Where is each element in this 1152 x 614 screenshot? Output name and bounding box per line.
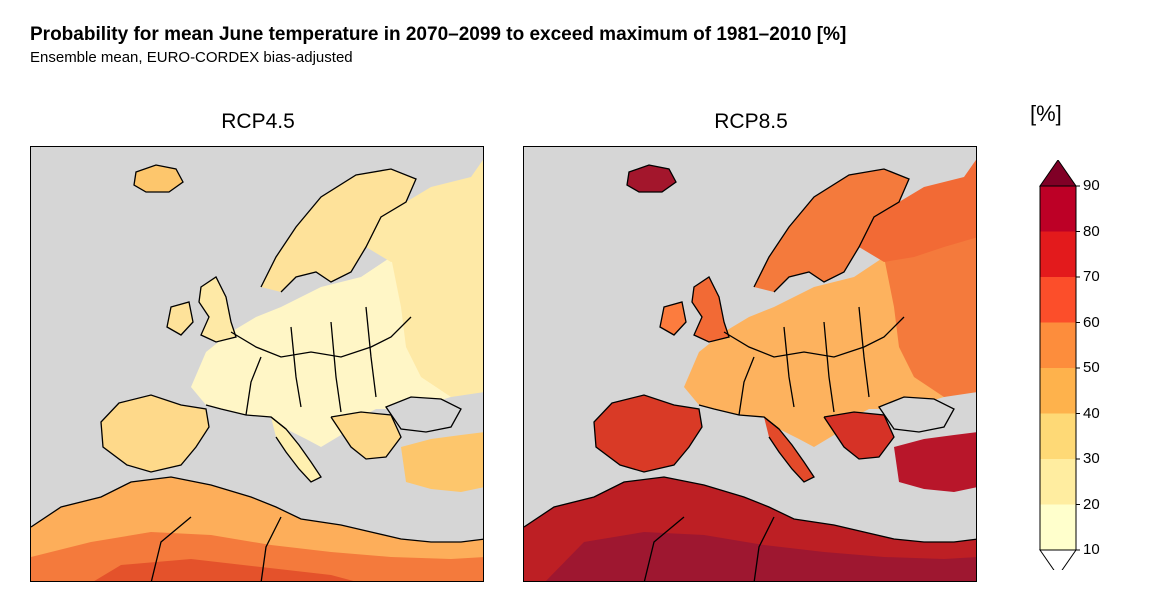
colorbar-segment [1040,231,1076,277]
colorbar-segment [1040,368,1076,414]
land-iceland [627,165,676,192]
colorbar [1039,160,1080,570]
colorbar-segment [1040,504,1076,550]
colorbar-segment [1040,413,1076,459]
colorbar-tick-label: 90 [1083,177,1100,194]
colorbar-tick-label: 20 [1083,495,1100,513]
land-turkey [401,432,483,492]
map-panel-rcp85 [523,146,977,582]
colorbar-tick-label: 80 [1083,222,1100,240]
colorbar-under-triangle [1039,549,1077,570]
land-balkans [824,412,894,459]
country-borders [524,164,976,581]
panel-title-rcp85: RCP8.5 [714,110,788,133]
sea-black [386,397,461,432]
sea-black [879,397,954,432]
land-great-britain [199,277,236,342]
land-italy [764,417,814,482]
colorbar-unit: [%] [1030,101,1062,126]
colorbar-tick-label: 60 [1083,313,1100,331]
land-scandinavia [754,169,909,292]
colorbar-segment [1040,459,1076,505]
land-iberia [594,395,702,472]
colorbar-segment [1040,186,1076,232]
colorbar-tick-label: 50 [1083,359,1100,376]
land-balkans [331,412,401,459]
map-rcp45 [31,147,483,581]
map-panel-rcp45 [30,146,484,582]
land-africa-hotter [94,559,354,581]
land-finland [366,159,483,262]
land-east [884,217,976,397]
panel-title-rcp45: RCP4.5 [221,110,295,133]
colorbar-segments [1039,160,1080,570]
colorbar-tick-label: 40 [1083,404,1100,422]
land-turkey [894,432,976,492]
colorbar-over-triangle [1039,160,1077,187]
land-east [391,217,483,397]
map-subtitle: Ensemble mean, EURO-CORDEX bias-adjusted [30,49,353,66]
land-ireland [660,302,686,335]
country-borders [31,164,483,581]
land-ireland [167,302,193,335]
colorbar-tick-label: 10 [1083,541,1100,558]
colorbar-segment [1040,277,1076,323]
colorbar-segment [1040,322,1076,368]
land-great-britain [692,277,729,342]
land-scandinavia [261,169,416,292]
land-iceland [134,165,183,192]
land-finland [859,159,976,262]
colorbar-tick-label: 70 [1083,268,1100,285]
map-rcp85 [524,147,976,581]
colorbar-tick-label: 30 [1083,450,1100,467]
map-title: Probability for mean June temperature in… [30,24,847,45]
land-italy [271,417,321,482]
land-iberia [101,395,209,472]
